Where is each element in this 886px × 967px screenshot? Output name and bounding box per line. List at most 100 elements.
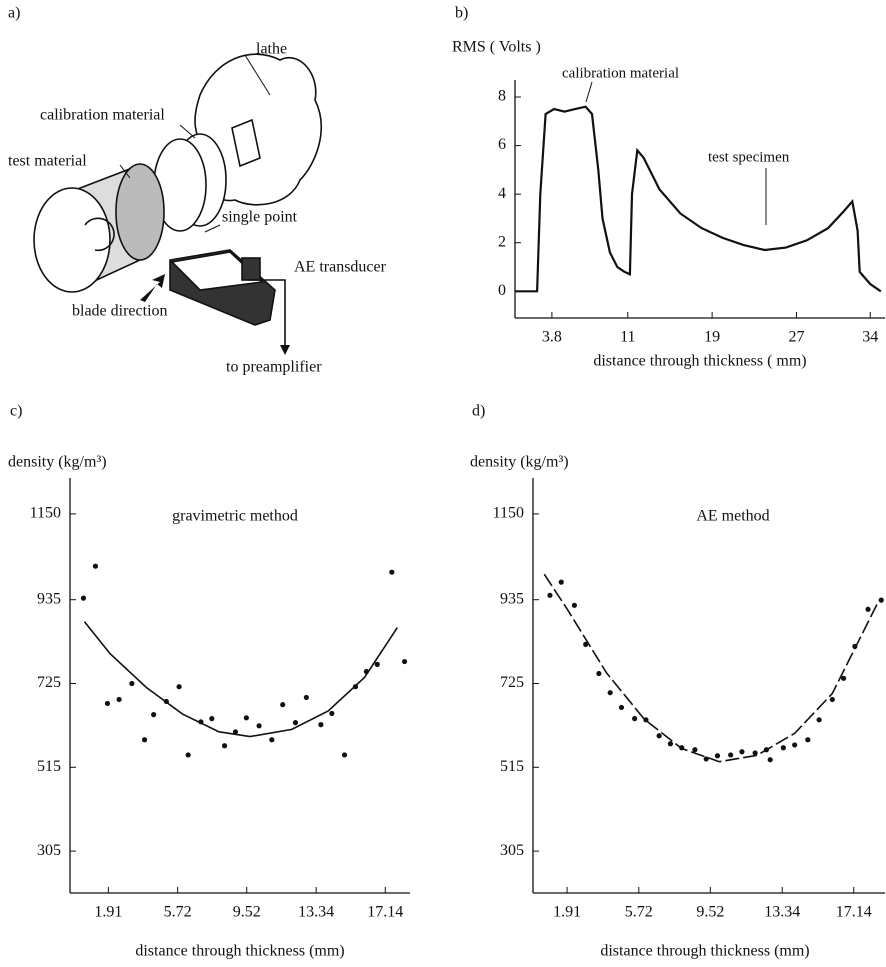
- y-axis-label: density (kg/m³): [8, 454, 107, 471]
- data-point: [596, 670, 602, 677]
- data-point: [329, 710, 335, 717]
- x-tick-label: 13.34: [298, 904, 334, 921]
- data-point: [341, 752, 348, 758]
- data-point: [176, 684, 182, 690]
- x-tick-label: 17.14: [367, 904, 403, 921]
- data-point: [80, 595, 87, 601]
- diagram-label: AE transducer: [294, 259, 387, 276]
- ae-transducer: [241, 257, 261, 281]
- data-point: [571, 602, 578, 608]
- fit-curve: [543, 573, 879, 763]
- x-axis-label: distance through thickness ( mm): [593, 353, 806, 370]
- data-point: [878, 597, 884, 603]
- data-point: [243, 715, 249, 721]
- x-tick-label: 9.52: [233, 904, 261, 921]
- data-line: [515, 105, 882, 293]
- data-point: [151, 712, 157, 718]
- data-point: [714, 753, 721, 759]
- data-point: [767, 757, 773, 763]
- y-tick-label: 305: [37, 842, 61, 859]
- data-point: [374, 661, 380, 667]
- data-point: [840, 675, 847, 681]
- data-point: [292, 720, 299, 726]
- cable: [248, 279, 286, 350]
- x-tick-label: 9.52: [696, 904, 724, 921]
- data-point: [389, 569, 395, 575]
- chart-title: gravimetric method: [172, 508, 298, 525]
- test-cylinder-face: [33, 187, 111, 293]
- data-point: [269, 737, 275, 743]
- data-point: [780, 745, 786, 751]
- y-tick-label: 2: [498, 233, 506, 250]
- leader: [179, 124, 196, 139]
- data-point: [618, 704, 625, 711]
- leader: [204, 224, 221, 233]
- x-tick-label: 34: [862, 329, 878, 346]
- data-point: [656, 733, 662, 739]
- y-tick-label: 515: [500, 758, 524, 775]
- x-tick-label: 1.91: [553, 904, 581, 921]
- data-point: [232, 729, 239, 735]
- direction-arrow: [140, 274, 165, 302]
- x-tick-label: 11: [620, 329, 635, 346]
- y-tick-label: 935: [37, 590, 61, 607]
- rotation-arrow: [84, 217, 115, 252]
- diagram-label: lathe: [256, 41, 287, 58]
- data-point: [792, 742, 798, 748]
- lathe-diagram: [33, 53, 323, 355]
- data-point: [141, 737, 148, 743]
- chart-title: AE method: [696, 508, 769, 525]
- x-tick-label: 13.34: [764, 904, 800, 921]
- leader: [244, 54, 271, 96]
- x-axis-label: distance through thickness (mm): [600, 943, 809, 960]
- data-point: [829, 696, 835, 703]
- annotation: calibration material: [562, 65, 679, 81]
- y-tick-label: 1150: [493, 505, 524, 522]
- data-point: [185, 752, 191, 758]
- blade-top: [170, 251, 264, 291]
- arrowhead: [280, 345, 290, 355]
- x-tick-label: 1.91: [94, 904, 122, 921]
- panel-label: d): [472, 403, 485, 420]
- data-point: [318, 722, 324, 728]
- data-point: [752, 750, 758, 756]
- data-point: [209, 716, 215, 722]
- data-point: [632, 716, 638, 722]
- y-tick-label: 725: [500, 674, 524, 691]
- x-tick-label: 5.72: [164, 904, 192, 921]
- diagram-label: blade direction: [72, 303, 168, 320]
- panel-label: b): [455, 5, 468, 22]
- data-point: [303, 694, 309, 701]
- x-tick-label: 3.8: [542, 329, 562, 346]
- y-tick-label: 0: [498, 282, 506, 299]
- annotation: test specimen: [708, 149, 790, 165]
- panel-label: c): [10, 403, 22, 420]
- y-tick-label: 4: [498, 185, 506, 202]
- data-point: [547, 592, 553, 598]
- y-tick-label: 515: [37, 758, 61, 775]
- diagram-label: test material: [8, 153, 87, 170]
- annotation-leader: [585, 81, 593, 103]
- y-tick-label: 935: [500, 590, 524, 607]
- diagram-label: single point: [222, 209, 298, 226]
- leader: [119, 164, 131, 179]
- x-tick-label: 27: [788, 329, 804, 346]
- y-axis-label: RMS ( Volts ): [452, 39, 541, 56]
- x-tick-label: 19: [704, 329, 720, 346]
- panel-label: a): [8, 5, 20, 22]
- x-tick-label: 17.14: [836, 904, 872, 921]
- data-point: [692, 747, 698, 753]
- spindle: [231, 118, 261, 168]
- test-cylinder-end: [115, 163, 165, 261]
- data-point: [607, 690, 613, 696]
- y-tick-label: 1150: [30, 505, 61, 522]
- y-axis-label: density (kg/m³): [470, 454, 569, 471]
- data-point: [865, 606, 871, 612]
- data-point: [728, 752, 734, 758]
- data-point: [805, 737, 811, 743]
- diagram-label: calibration material: [40, 107, 165, 124]
- y-tick-label: 305: [500, 842, 524, 859]
- data-point: [116, 696, 122, 703]
- y-tick-label: 725: [37, 674, 61, 691]
